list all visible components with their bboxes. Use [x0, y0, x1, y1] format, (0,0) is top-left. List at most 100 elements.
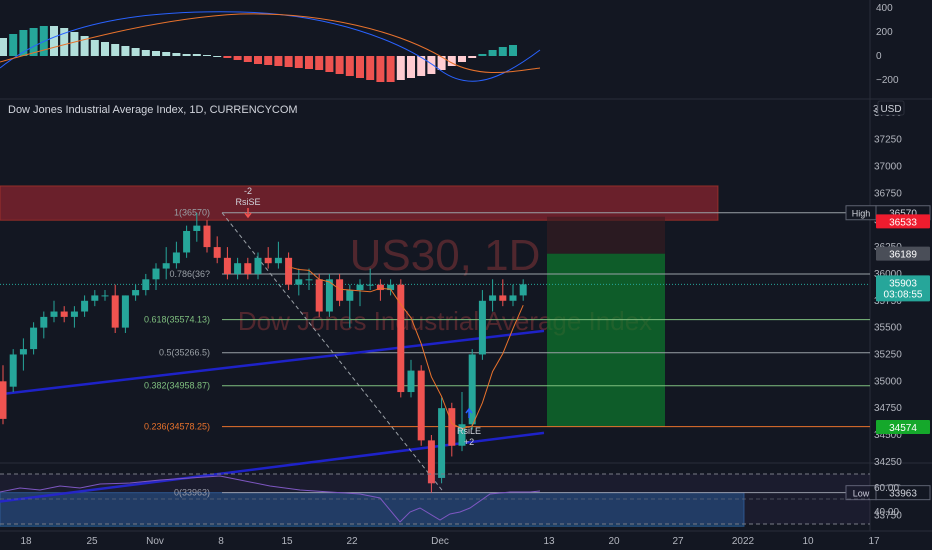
candle-body	[346, 290, 354, 301]
high-label: High	[852, 209, 871, 219]
time-axis-tick: Dec	[431, 536, 449, 547]
macd-bar	[498, 47, 507, 56]
rsi-axis-tick: 40.00	[874, 507, 899, 518]
candle-body	[387, 284, 395, 291]
candle-body	[0, 381, 7, 419]
macd-bar	[264, 56, 273, 65]
candle-body	[111, 295, 119, 328]
take-profit-zone	[547, 253, 665, 427]
candle-body	[468, 354, 476, 425]
low-value-box	[875, 485, 931, 501]
sell-signal-count: -2	[244, 186, 252, 196]
demand-zone-rectangle	[0, 492, 745, 527]
macd-bar	[29, 28, 38, 56]
candle-body	[9, 354, 17, 387]
price-axis-tick: 34500	[874, 430, 902, 441]
candle-body	[172, 252, 180, 264]
candle-body	[458, 424, 466, 446]
macd-bar	[427, 56, 436, 74]
macd-bar	[488, 50, 497, 56]
macd-bar	[0, 38, 7, 56]
macd-axis-tick: 400	[876, 3, 893, 14]
watermark-symbol: US30, 1D	[350, 231, 541, 280]
candle-body	[295, 279, 303, 285]
macd-bar	[356, 56, 364, 78]
rsi-axis-tick: 60.00	[874, 483, 899, 494]
macd-bar	[233, 56, 242, 60]
buy-arrow-icon	[465, 407, 473, 418]
candle-body	[70, 311, 78, 317]
macd-bar	[243, 56, 252, 62]
fib-level-label: 0.382(34958.87)	[144, 381, 210, 391]
candle-body	[142, 279, 150, 291]
time-axis-tick: 15	[281, 536, 293, 547]
macd-bar	[80, 36, 89, 56]
sell-arrow-icon	[244, 208, 252, 219]
macd-bar	[141, 50, 150, 56]
candle-body	[336, 279, 344, 301]
macd-bar	[19, 30, 28, 56]
price-axis-tick: 35250	[874, 349, 902, 360]
macd-axis-tick: 200	[876, 27, 893, 38]
candle-body	[325, 279, 333, 312]
candle-body	[60, 311, 68, 317]
macd-bar	[101, 42, 109, 56]
macd-histogram	[0, 26, 517, 82]
candle-body	[162, 263, 170, 269]
macd-bar	[407, 56, 415, 78]
fib-level-label: 0(33963)	[174, 488, 210, 498]
macd-bar	[223, 56, 232, 58]
candle-body	[50, 311, 58, 317]
candle-body	[234, 263, 242, 274]
price-axis-tick: 35500	[874, 323, 902, 334]
macd-bar	[417, 56, 426, 76]
candle-body	[315, 279, 323, 312]
macd-bar	[254, 56, 262, 64]
price-axis-tick: 34750	[874, 403, 902, 414]
macd-bar	[111, 44, 120, 56]
buy-signal-count: +2	[464, 437, 474, 447]
candle-body	[417, 370, 425, 441]
entry-price-tag: 36189	[889, 250, 917, 261]
macd-bar	[478, 54, 487, 56]
macd-bar	[121, 46, 130, 56]
candle-body	[499, 295, 507, 301]
candle-body	[152, 268, 160, 280]
candle-body	[448, 408, 456, 446]
candle-body	[121, 295, 129, 328]
candle-body	[427, 440, 435, 484]
candles-group	[0, 212, 527, 493]
current-price-tag-background	[876, 275, 930, 302]
time-axis-tick: 8	[218, 536, 224, 547]
time-axis-tick: 20	[608, 536, 620, 547]
time-axis-tick: 25	[86, 536, 98, 547]
supply-zone-rectangle	[0, 185, 719, 221]
macd-bar	[376, 56, 385, 82]
candle-body	[81, 300, 89, 312]
moving-average-line	[288, 266, 524, 430]
high-value: 36570	[889, 209, 917, 220]
time-axis-tick: 13	[543, 536, 555, 547]
currency-label: USD	[880, 104, 901, 115]
target-price-tag-background	[876, 420, 930, 435]
time-axis-tick: 18	[20, 536, 32, 547]
low-value: 33963	[889, 489, 917, 500]
macd-bar	[203, 55, 211, 56]
macd-axis-tick: −200	[876, 75, 899, 86]
macd-bar	[182, 54, 191, 56]
macd-bar	[192, 54, 201, 56]
price-axis-tick: 37000	[874, 162, 902, 173]
currency-button[interactable]	[877, 100, 905, 116]
chart-title: Dow Jones Industrial Average Index, 1D, …	[8, 104, 298, 116]
fib-level-label: 0.236(34578.25)	[144, 422, 210, 432]
fib-level-label: 0.618(35574.13)	[144, 315, 210, 325]
macd-bar	[366, 56, 375, 80]
macd-bar	[315, 56, 324, 70]
fib-level-label: 1(36570)	[174, 208, 210, 218]
candle-body	[19, 349, 27, 355]
candle-body	[91, 295, 99, 301]
macd-bar	[131, 48, 140, 56]
candle-body	[30, 327, 38, 350]
candle-body	[438, 408, 446, 478]
